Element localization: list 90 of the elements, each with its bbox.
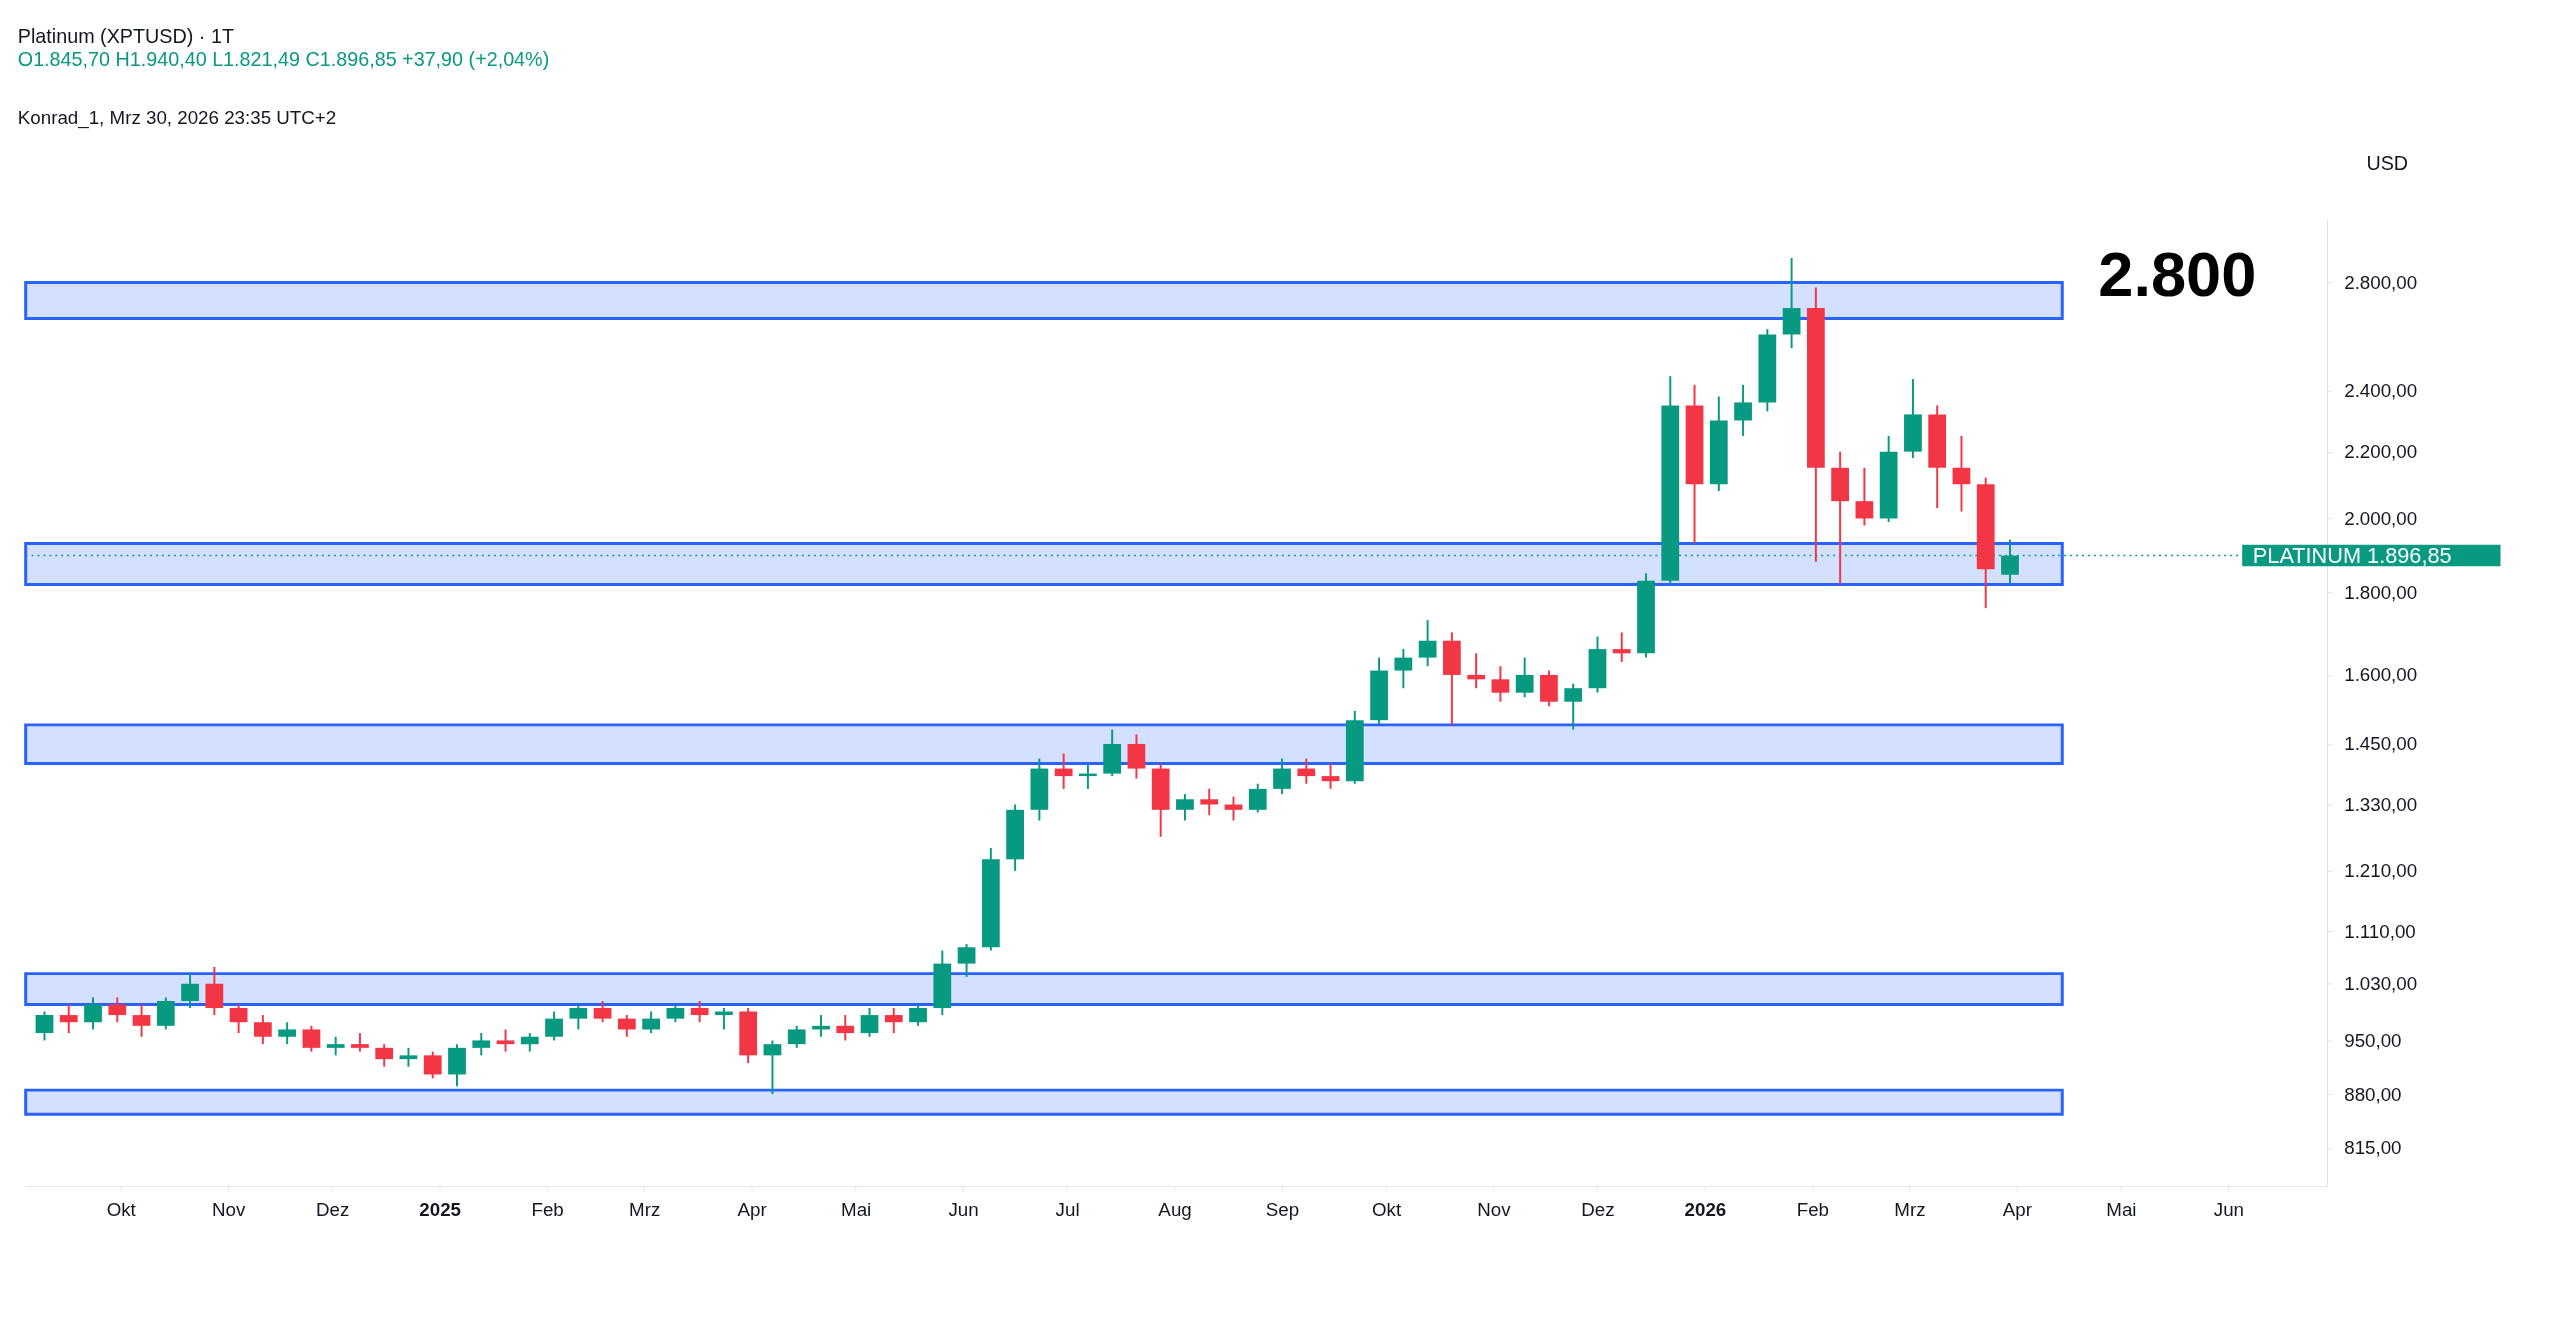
candlestick	[1054, 752, 1073, 790]
x-tick-label: Mrz	[1894, 1199, 1926, 1221]
x-tick-label: Nov	[212, 1199, 246, 1221]
x-tick-label: Okt	[106, 1199, 137, 1221]
candlestick	[1418, 619, 1437, 668]
candlestick	[84, 996, 102, 1031]
x-tick-label: Sep	[1265, 1199, 1300, 1221]
x-tick-label: Apr	[2002, 1199, 2033, 1221]
candlestick	[278, 1021, 297, 1046]
x-tick-label: Dez	[1581, 1199, 1615, 1221]
candlestick	[884, 1006, 903, 1035]
candlestick	[642, 1010, 661, 1035]
y-tick-label: 1.030,00	[2344, 973, 2418, 995]
x-tick-label: Nov	[1477, 1199, 1512, 1221]
x-tick-label: Apr	[737, 1199, 767, 1221]
x-tick-label: Okt	[1371, 1199, 1402, 1221]
candlestick	[35, 1010, 54, 1042]
candlestick	[1273, 757, 1291, 796]
x-tick-label: Jun	[2213, 1199, 2244, 1221]
candlestick	[229, 1003, 248, 1035]
y-tick-label: 880,00	[2344, 1083, 2402, 1105]
candlestick	[181, 972, 199, 1009]
x-tick-label: Feb	[531, 1199, 564, 1221]
candlestick	[1564, 682, 1583, 731]
x-tick-label: Mrz	[629, 1199, 661, 1221]
candlestick	[472, 1032, 491, 1057]
candlestick	[520, 1032, 539, 1053]
candlestick	[1515, 656, 1534, 699]
x-tick-label: Dez	[316, 1199, 350, 1221]
chart-subtitle: O1.845,70 H1.940,40 L1.821,49 C1.896,85 +37,90 (+2,04%)	[17, 47, 550, 70]
y-tick-label: 2.000,00	[2344, 507, 2418, 529]
candlestick	[569, 1003, 588, 1031]
candlestick	[1855, 466, 1874, 527]
x-tick-label: Jul	[1055, 1199, 1080, 1221]
candlestick	[1394, 648, 1413, 690]
candlestick	[860, 1006, 879, 1038]
y-tick-label: 2.800,00	[2344, 271, 2418, 293]
x-tick-label: Jun	[948, 1199, 979, 1221]
candlestick	[59, 1003, 78, 1035]
ref-line-label: PLATINUM 1.896,85	[2252, 542, 2452, 568]
candlestick	[1297, 757, 1316, 785]
candlestick	[302, 1024, 321, 1053]
candlestick	[1176, 793, 1194, 822]
x-tick-label: Aug	[1158, 1199, 1192, 1221]
candlestick	[690, 999, 709, 1024]
candlestick	[132, 1003, 151, 1038]
x-tick-label: 2026	[1684, 1199, 1727, 1221]
annotation: 2.800	[2098, 239, 2257, 310]
candlestick	[1248, 782, 1267, 814]
y-axis-title: USD	[2366, 151, 2409, 174]
x-tick-label: Feb	[1796, 1199, 1830, 1221]
candlestick	[1224, 795, 1243, 822]
y-tick-label: 1.450,00	[2344, 733, 2418, 755]
candlestick	[617, 1014, 636, 1038]
candlestick	[1467, 652, 1486, 690]
candlestick	[375, 1043, 394, 1068]
candlestick	[957, 943, 976, 978]
chart-title: Platinum (XPTUSD) · 1T	[17, 25, 234, 48]
candlestick	[399, 1046, 418, 1068]
y-tick-label: 2.400,00	[2344, 380, 2418, 402]
x-tick-label: Mai	[2106, 1199, 2137, 1221]
candlestick	[909, 1003, 927, 1027]
y-tick-label: 1.330,00	[2344, 793, 2418, 815]
candlestick	[1734, 383, 1752, 437]
x-tick-label: 2025	[419, 1199, 462, 1221]
candlestick	[1491, 665, 1510, 703]
candlestick	[1612, 631, 1631, 663]
candlestick	[836, 1014, 855, 1042]
candlestick	[326, 1035, 345, 1057]
candlestick	[108, 996, 127, 1024]
y-tick-label: 1.210,00	[2344, 860, 2418, 882]
y-tick-label: 1.800,00	[2344, 581, 2418, 603]
text: Konrad_1, Mrz 30, 2026 23:35 UTC+2	[17, 107, 337, 130]
y-tick-label: 815,00	[2344, 1137, 2402, 1159]
x-tick-label: Mai	[841, 1199, 872, 1221]
candlestick	[423, 1050, 442, 1080]
candlestick	[253, 1014, 272, 1046]
y-tick-label: 2.200,00	[2344, 441, 2418, 463]
y-tick-label: 950,00	[2344, 1029, 2402, 1051]
candlestick	[593, 999, 612, 1024]
y-tick-label: 1.110,00	[2344, 920, 2416, 942]
candlestick	[787, 1024, 806, 1049]
candlestick	[1952, 434, 1971, 513]
candlestick	[1321, 762, 1340, 790]
candlestick	[763, 1039, 782, 1096]
y-tick-label: 1.600,00	[2344, 664, 2418, 686]
candlestick	[545, 1010, 563, 1042]
candlestick	[496, 1028, 515, 1053]
candlestick	[1200, 787, 1219, 817]
candlestick	[351, 1032, 369, 1053]
